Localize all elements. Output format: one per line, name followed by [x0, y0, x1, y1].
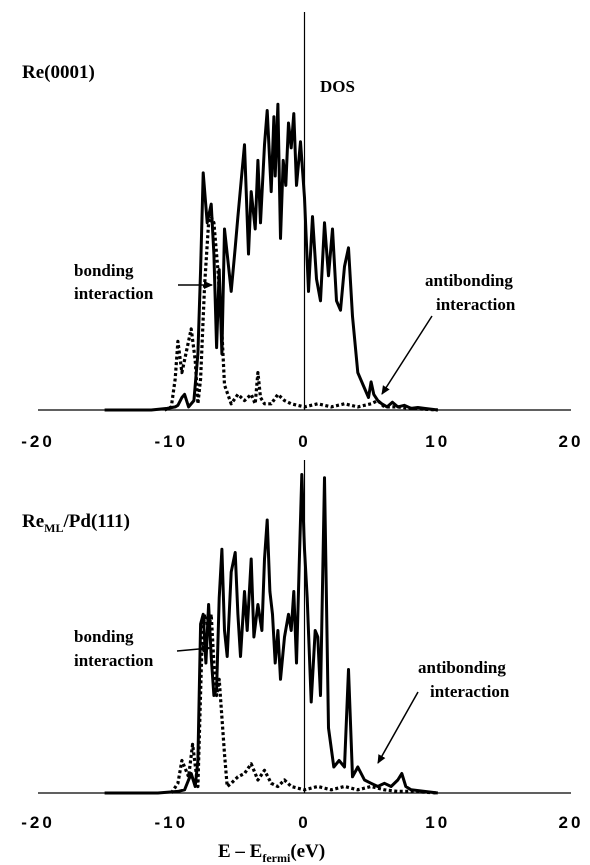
panel2-marks — [38, 460, 571, 795]
panel1-xtick-label: -20 — [21, 432, 55, 451]
panel2-title-main: Re — [22, 511, 44, 532]
panel2-title-suffix: /Pd(111) — [63, 511, 131, 532]
panel2-xtick-label: 20 — [559, 813, 584, 832]
panel2-xtick-label: 10 — [425, 813, 450, 832]
panel2-antibonding-arrow — [377, 691, 419, 764]
panel2-bonding-line2: interaction — [74, 651, 154, 670]
panel1-bonding-line1: bonding — [74, 261, 134, 280]
panel2-bonding-line1: bonding — [74, 627, 134, 646]
panel2-antibonding-line2: interaction — [430, 682, 510, 701]
panel2-xtick-label: -20 — [21, 813, 55, 832]
panel1-tick-labels: -20 -10 0 10 20 — [21, 432, 584, 451]
panel1-marks — [38, 12, 571, 412]
panel1-antibonding-line2: interaction — [436, 295, 516, 314]
panel2-xlabel-main: E – E — [218, 841, 262, 862]
chart-panel-re0001: Re(0001) DOS -20 -10 0 10 20 bonding interac… — [21, 12, 584, 451]
panel2-xlabel-suffix: (eV) — [290, 841, 325, 862]
panel1-series-solid-line — [104, 102, 438, 412]
panel1-antibonding-arrow — [381, 315, 433, 395]
panel2-bonding-arrow — [176, 644, 211, 653]
panel1-ylabel: DOS — [320, 77, 355, 96]
panel2-xlabel-subscript: fermi — [262, 851, 291, 865]
panel1-bonding-line2: interaction — [74, 284, 154, 303]
panel2-xtick-label: 0 — [298, 813, 310, 832]
panel2-tick-labels: -20 -10 0 10 20 — [21, 813, 584, 832]
panel1-series-dotted-line — [163, 215, 438, 412]
panel2-series-solid-line — [104, 473, 438, 795]
panel2-antibonding-line1: antibonding — [418, 658, 506, 677]
panel1-xtick-label: 20 — [559, 432, 584, 451]
chart-panel-reml-pd111: ReML/Pd(111) -20 -10 0 10 20 bonding interac… — [21, 460, 584, 865]
panel2-xtick-label: -10 — [154, 813, 188, 832]
panel2-xlabel: E – Efermi(eV) — [218, 841, 325, 865]
panel1-xtick-label: -10 — [154, 432, 188, 451]
panel1-title: Re(0001) — [22, 62, 95, 83]
panel1-antibonding-line1: antibonding — [425, 271, 513, 290]
panel2-title: ReML/Pd(111) — [22, 511, 130, 535]
panel1-xtick-label: 10 — [425, 432, 450, 451]
panel2-title-subscript: ML — [44, 521, 63, 535]
panel2-series-dotted-line — [169, 612, 438, 795]
panel1-xtick-label: 0 — [298, 432, 310, 451]
